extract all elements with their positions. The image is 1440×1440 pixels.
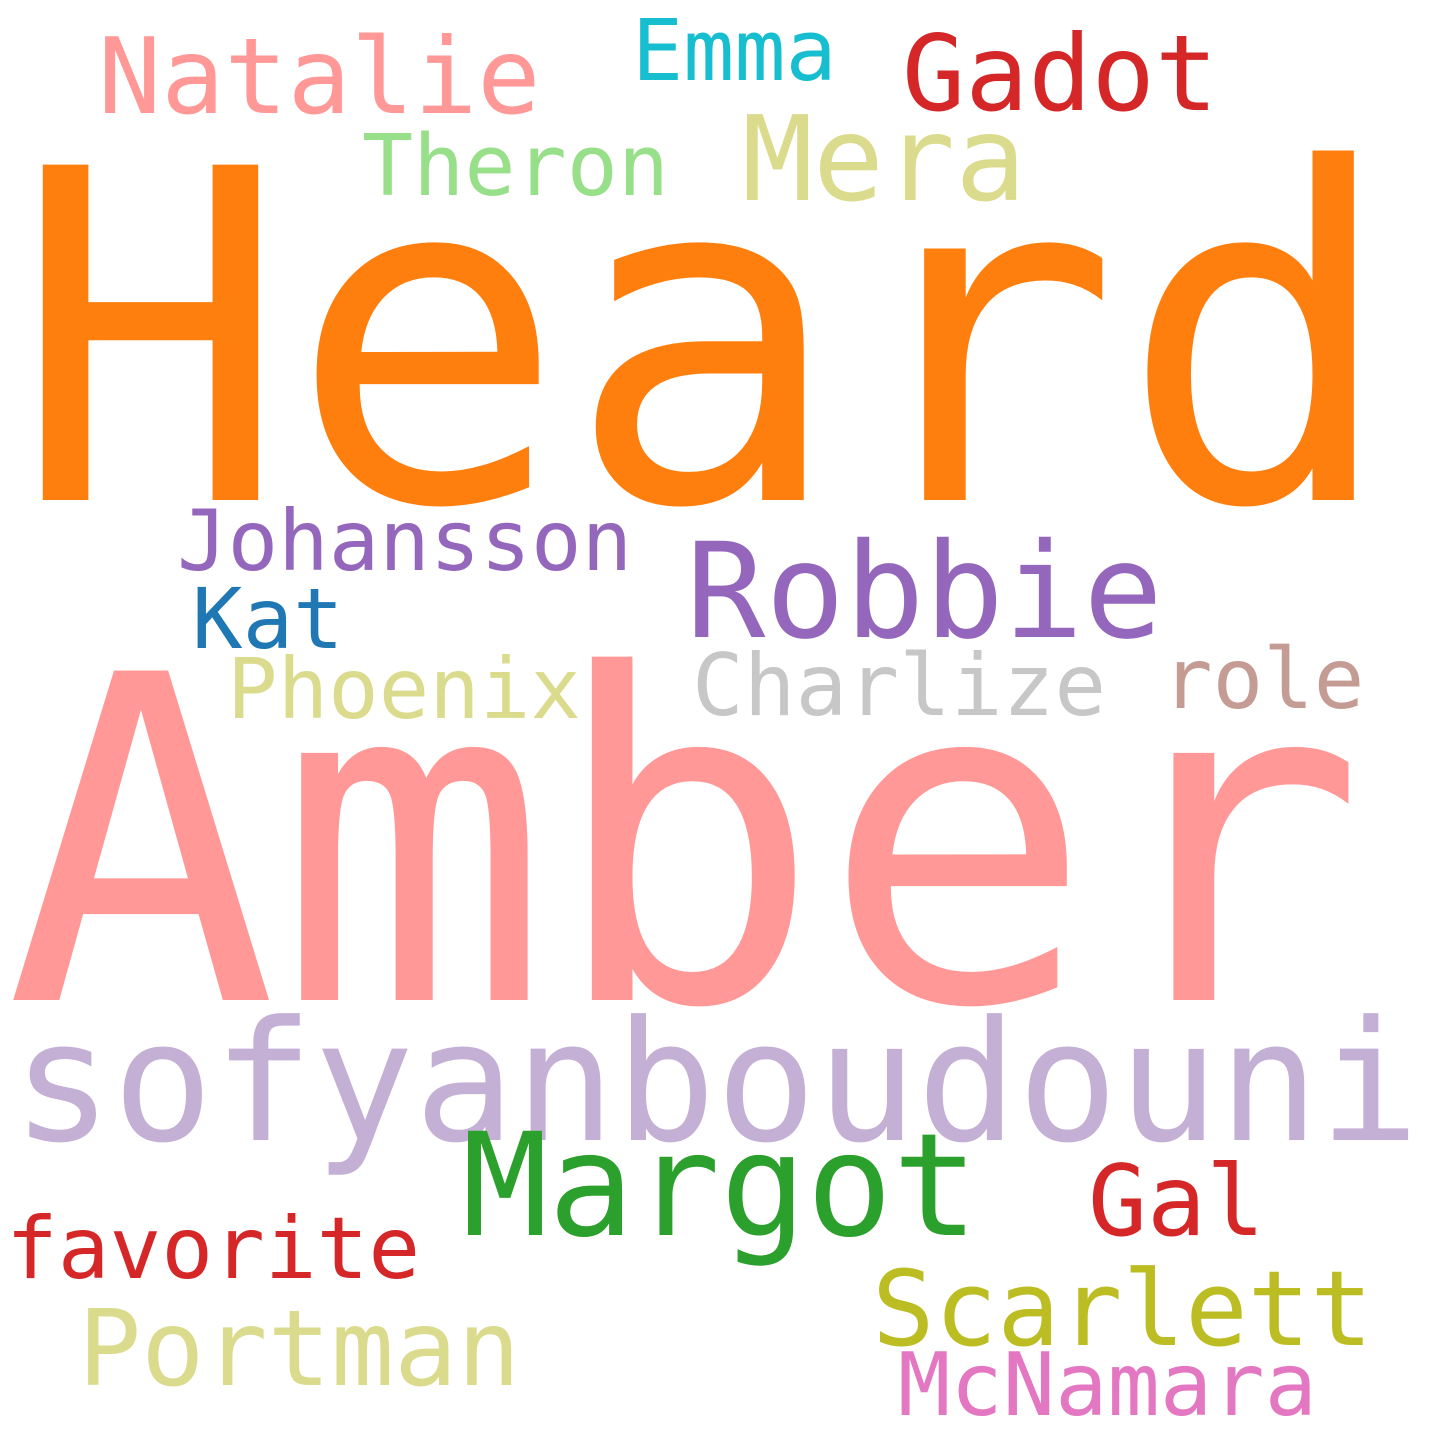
word: Natalie — [98, 16, 541, 138]
word: Amber — [5, 580, 1366, 1107]
word: Margot — [462, 1102, 979, 1269]
word: favorite — [6, 1199, 420, 1299]
word: Robbie — [686, 515, 1163, 669]
word: sofyanboudouni — [12, 986, 1420, 1180]
word: Mera — [742, 90, 1026, 228]
word: Heard — [12, 74, 1397, 609]
word: Gal — [1088, 1145, 1265, 1259]
word: McNamara — [898, 1334, 1317, 1436]
word: Kat — [192, 570, 344, 668]
word: role — [1162, 630, 1364, 728]
word: Emma — [632, 2, 837, 101]
word: Charlize — [692, 636, 1106, 736]
word: Phoenix — [227, 640, 581, 738]
word: Scarlett — [872, 1248, 1373, 1370]
word: Johansson — [177, 492, 632, 590]
word: Theron — [362, 117, 669, 216]
word: Gadot — [902, 13, 1218, 135]
word: Portman — [78, 1288, 521, 1410]
